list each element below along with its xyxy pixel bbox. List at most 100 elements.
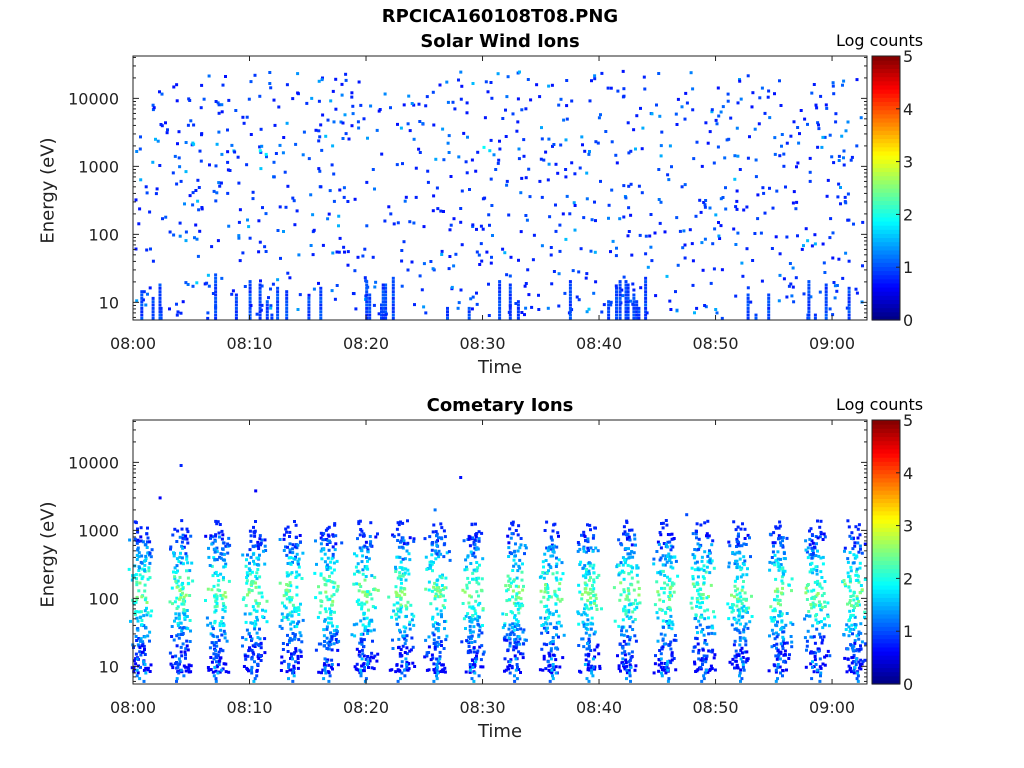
data-cell	[735, 621, 739, 625]
data-cell	[210, 564, 214, 568]
data-cell	[789, 282, 793, 286]
data-cell	[395, 163, 399, 167]
data-cell	[136, 538, 140, 542]
data-cell	[630, 650, 634, 654]
data-cell	[577, 583, 581, 587]
data-cell	[423, 537, 427, 541]
data-cell	[624, 290, 628, 294]
data-cell	[640, 191, 644, 195]
data-cell	[130, 578, 134, 582]
data-cell	[278, 143, 282, 147]
data-cell	[773, 609, 777, 613]
data-cell	[696, 642, 700, 646]
data-cell	[217, 130, 221, 134]
data-point	[319, 185, 323, 189]
data-cell	[563, 291, 567, 295]
data-cell	[286, 650, 290, 653]
data-cell	[432, 638, 436, 642]
data-cell	[737, 597, 741, 601]
data-cell	[817, 649, 821, 653]
data-cell	[853, 660, 857, 664]
data-cell	[151, 306, 155, 310]
data-cell	[714, 308, 718, 311]
data-cell	[404, 195, 408, 199]
data-cell	[697, 648, 701, 652]
colorbar-tick-label: 1	[903, 258, 913, 277]
data-cell	[373, 606, 377, 610]
data-cell	[442, 529, 446, 533]
data-cell	[362, 662, 366, 666]
data-cell	[742, 542, 746, 546]
data-cell	[403, 592, 407, 596]
data-cell	[471, 223, 475, 227]
data-cell	[739, 595, 743, 599]
data-cell	[175, 302, 178, 306]
data-cell	[329, 631, 332, 635]
data-cell	[433, 645, 437, 649]
colorbar-segment	[872, 663, 900, 669]
data-cell	[295, 609, 298, 613]
data-cell	[371, 656, 375, 660]
data-cell	[286, 617, 290, 621]
data-cell	[258, 534, 262, 538]
data-cell	[512, 578, 516, 582]
data-cell	[366, 567, 370, 571]
colorbar-segment	[872, 175, 900, 181]
data-cell	[661, 526, 665, 530]
data-cell	[253, 627, 257, 631]
data-cell	[845, 670, 849, 674]
data-cell	[318, 611, 322, 615]
data-cell	[618, 283, 622, 287]
data-cell	[706, 141, 710, 145]
data-cell	[175, 83, 179, 87]
data-cell	[513, 624, 517, 628]
data-cell	[592, 593, 596, 597]
data-cell	[594, 546, 598, 550]
data-cell	[472, 568, 476, 572]
data-cell	[577, 270, 581, 274]
data-cell	[508, 274, 512, 278]
data-cell	[326, 556, 330, 560]
data-cell	[543, 616, 547, 620]
data-cell	[508, 290, 512, 294]
data-cell	[668, 619, 672, 623]
data-cell	[839, 186, 842, 189]
data-cell	[341, 137, 345, 140]
data-cell	[221, 608, 225, 612]
data-cell	[518, 642, 522, 646]
data-cell	[135, 150, 139, 153]
data-cell	[734, 205, 738, 209]
data-cell	[814, 603, 818, 607]
data-cell	[457, 301, 461, 305]
data-cell	[441, 663, 444, 667]
data-cell	[620, 543, 624, 547]
data-cell	[248, 310, 252, 314]
data-cell	[223, 564, 227, 568]
colorbar-segment	[872, 638, 900, 644]
data-cell	[250, 657, 254, 661]
data-cell	[733, 584, 737, 588]
data-cell	[191, 284, 195, 288]
data-cell	[540, 244, 544, 248]
data-cell	[589, 649, 593, 652]
data-cell	[544, 150, 548, 154]
data-cell	[517, 611, 521, 615]
colorbar-segment	[872, 109, 900, 115]
data-cell	[288, 561, 292, 565]
data-cell	[166, 128, 169, 132]
data-point	[828, 307, 832, 311]
data-cell	[739, 568, 743, 572]
data-cell	[514, 597, 518, 601]
data-cell	[810, 677, 814, 681]
data-cell	[213, 539, 217, 543]
data-cell	[234, 313, 238, 317]
data-cell	[664, 557, 667, 561]
data-cell	[735, 653, 739, 657]
data-cell	[776, 563, 780, 567]
data-cell	[666, 540, 670, 544]
data-cell	[540, 647, 544, 651]
data-cell	[168, 651, 172, 655]
data-point	[540, 195, 544, 199]
data-cell	[244, 604, 248, 608]
data-cell	[323, 657, 327, 661]
